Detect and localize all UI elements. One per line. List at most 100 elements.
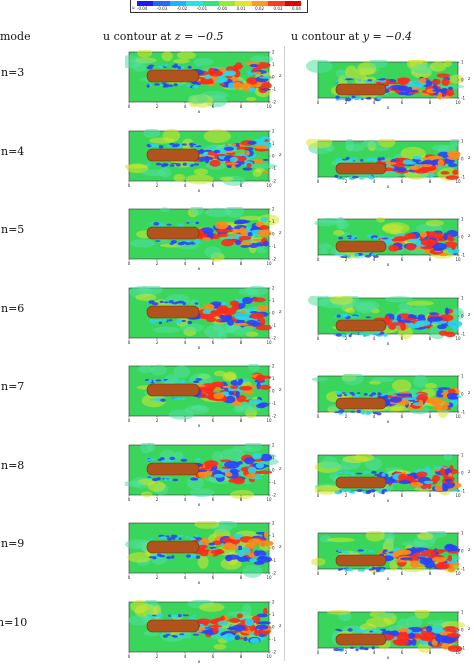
y-tick-label: 0 bbox=[272, 389, 275, 394]
mode-label: n=8 bbox=[1, 458, 25, 472]
x-axis-label: x bbox=[198, 503, 201, 507]
y-tick-label: -2 bbox=[272, 414, 276, 419]
x-tick-label: 6 bbox=[401, 257, 404, 262]
x-tick-label: 0 bbox=[128, 104, 131, 109]
y-tick-label: -2 bbox=[272, 571, 276, 576]
y-tick-label: 1 bbox=[272, 533, 275, 538]
x-tick-label: 2 bbox=[345, 414, 348, 419]
x-tick-label: 0 bbox=[317, 650, 320, 655]
y-tick-label: -2 bbox=[272, 649, 276, 654]
x-tick-label: 8 bbox=[240, 654, 243, 659]
y-axis-label: z bbox=[468, 548, 470, 553]
y-tick-label: -2 bbox=[272, 335, 276, 340]
x-axis-label: x bbox=[198, 581, 201, 585]
x-tick-label: 10 bbox=[266, 261, 272, 266]
x-tick-label: 8 bbox=[429, 571, 432, 576]
right-header-eq: y = −0.4 bbox=[362, 30, 412, 43]
x-tick-label: 0 bbox=[317, 179, 320, 184]
x-tick-label: 8 bbox=[429, 179, 432, 184]
y-tick-label: -2 bbox=[272, 100, 276, 105]
y-tick-label: 0 bbox=[272, 153, 275, 158]
x-axis-label: x bbox=[387, 263, 390, 268]
mode-label: n=5 bbox=[1, 223, 25, 236]
x-tick-label: 6 bbox=[212, 340, 215, 345]
y-tick-label: 2 bbox=[272, 443, 275, 448]
bluff-body bbox=[146, 305, 200, 318]
x-tick-label: 2 bbox=[345, 336, 348, 341]
colorbar-tick-label: -0.00 bbox=[216, 6, 228, 11]
y-tick-label: 2 bbox=[272, 207, 275, 212]
y-tick-label: -1 bbox=[461, 410, 465, 415]
x-tick-label: 0 bbox=[128, 183, 131, 188]
x-tick-label: 8 bbox=[240, 418, 243, 423]
x-tick-label: 4 bbox=[184, 418, 187, 423]
y-tick-label: 1 bbox=[272, 376, 275, 381]
colorbar-swatch bbox=[137, 1, 154, 6]
wake-structures bbox=[146, 61, 273, 94]
x-tick-label: 4 bbox=[373, 650, 376, 655]
y-tick-label: -1 bbox=[272, 558, 276, 563]
x-tick-label: 4 bbox=[184, 261, 187, 266]
x-tick-label: 2 bbox=[156, 575, 159, 580]
colorbar-tick-label: -0.04 bbox=[137, 6, 148, 11]
wake-structures bbox=[334, 464, 462, 494]
bluff-body bbox=[335, 397, 387, 410]
x-tick-label: 0 bbox=[317, 414, 320, 419]
x-tick-label: 6 bbox=[212, 654, 215, 659]
y-tick-label: 0 bbox=[461, 313, 464, 318]
x-tick-label: 10 bbox=[266, 575, 272, 580]
bluff-body bbox=[146, 226, 200, 240]
colorbar-swatch bbox=[235, 1, 252, 6]
wake-structures bbox=[145, 452, 273, 484]
bluff-body bbox=[335, 83, 387, 96]
mode-label: n=9 bbox=[1, 537, 25, 550]
mode-label: n=6 bbox=[1, 301, 25, 315]
mode-label: n=4 bbox=[1, 144, 25, 158]
y-tick-label: 0 bbox=[461, 78, 464, 83]
y-axis-label: z bbox=[279, 153, 282, 158]
x-tick-label: 2 bbox=[345, 100, 348, 105]
y-tick-label: -1 bbox=[272, 323, 276, 328]
x-tick-label: 8 bbox=[240, 340, 243, 345]
bluff-body bbox=[146, 383, 200, 397]
y-axis-label: z bbox=[468, 234, 470, 239]
x-tick-label: 2 bbox=[345, 179, 348, 184]
y-tick-label: -1 bbox=[461, 331, 465, 336]
colorbar-tick-label: 0.02 bbox=[255, 6, 264, 11]
y-axis-label: z bbox=[468, 627, 470, 632]
y-tick-label: -1 bbox=[272, 87, 276, 92]
colorbar-strip bbox=[137, 1, 302, 6]
y-tick-label: 1 bbox=[461, 139, 464, 144]
y-tick-label: 0 bbox=[272, 467, 275, 472]
colorbar-tick-label: -0.01 bbox=[196, 6, 208, 11]
x-tick-label: 0 bbox=[128, 418, 131, 423]
x-tick-label: 6 bbox=[212, 104, 215, 109]
x-tick-label: 0 bbox=[128, 654, 131, 659]
colorbar: u -0.04 -0.03 -0.02 -0.01 -0.00 0.01 0.02 0.03 0… bbox=[130, 0, 308, 13]
y-tick-label: 0 bbox=[272, 75, 275, 80]
y-tick-label: -2 bbox=[272, 178, 276, 183]
x-tick-label: 2 bbox=[156, 340, 159, 345]
bluff-body bbox=[335, 240, 387, 253]
x-tick-label: 6 bbox=[401, 414, 404, 419]
x-tick-label: 2 bbox=[345, 650, 348, 655]
left-header-text: u contour at bbox=[103, 30, 175, 43]
y-tick-label: 1 bbox=[461, 610, 464, 615]
y-axis-label: z bbox=[468, 77, 470, 82]
colorbar-swatch bbox=[186, 1, 203, 6]
y-tick-label: 1 bbox=[272, 298, 275, 303]
